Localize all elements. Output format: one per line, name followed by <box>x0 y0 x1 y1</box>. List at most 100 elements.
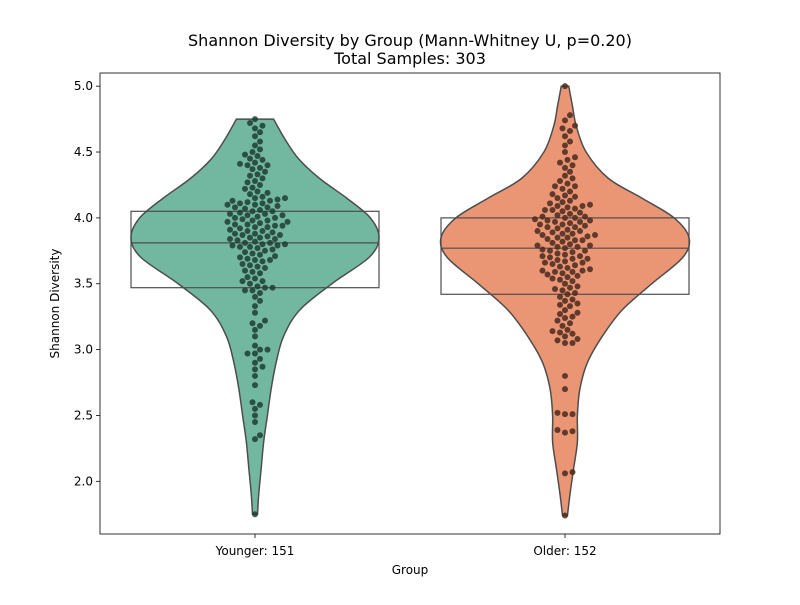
swarm-point <box>567 112 573 119</box>
swarm-point <box>227 210 233 217</box>
swarm-point <box>562 133 568 140</box>
swarm-point <box>572 289 578 296</box>
x-axis: Younger: 151 Older: 152 <box>215 534 597 558</box>
y-tick-label: 2.0 <box>74 474 93 488</box>
swarm-point <box>257 251 263 258</box>
swarm-point <box>562 83 568 90</box>
swarm-point <box>237 243 243 250</box>
swarm-point <box>562 149 568 156</box>
swarm-point <box>554 426 561 433</box>
swarm-point <box>242 205 248 212</box>
swarm-point <box>242 287 248 294</box>
swarm-point <box>579 237 586 244</box>
swarm-point <box>282 241 288 248</box>
swarm-point <box>249 268 256 275</box>
swarm-point <box>257 297 263 304</box>
swarm-point <box>562 411 568 418</box>
swarm-point <box>572 193 578 200</box>
swarm-point <box>237 200 243 207</box>
swarm-point <box>562 251 568 258</box>
swarm-point <box>554 337 561 344</box>
swarm-point <box>569 428 576 435</box>
swarm-point <box>272 214 278 221</box>
swarm-point <box>249 166 256 173</box>
y-axis: 2.0 2.5 3.0 3.5 4.0 4.5 5.0 <box>74 79 100 488</box>
swarm-point <box>247 262 253 269</box>
swarm-point <box>554 234 561 241</box>
swarm-point <box>272 222 278 229</box>
swarm-point <box>542 259 548 266</box>
swarm-point <box>569 340 576 347</box>
swarm-point <box>239 216 246 223</box>
swarm-point <box>257 220 263 227</box>
y-tick-label: 2.5 <box>74 408 93 422</box>
swarm-point <box>252 303 258 310</box>
swarm-point <box>247 280 253 287</box>
swarm-point <box>552 183 558 190</box>
swarm-point <box>224 201 231 208</box>
swarm-point <box>254 171 261 178</box>
swarm-point <box>544 271 551 278</box>
swarm-point <box>234 237 241 244</box>
swarm-point <box>264 346 271 353</box>
swarm-point <box>584 255 591 262</box>
swarm-point <box>574 300 581 307</box>
swarm-point <box>569 230 576 237</box>
swarm-point <box>574 336 581 343</box>
x-axis-label: Group <box>392 563 429 577</box>
swarm-point <box>252 133 258 140</box>
swarm-point <box>572 183 578 190</box>
swarm-point <box>587 242 593 249</box>
swarm-point <box>582 222 588 229</box>
swarm-point <box>232 221 238 228</box>
swarm-point <box>264 233 271 240</box>
swarm-point <box>564 326 571 333</box>
swarm-point <box>267 239 273 246</box>
plot-area <box>130 83 691 519</box>
swarm-point <box>567 220 573 227</box>
swarm-point <box>254 188 261 195</box>
swarm-point <box>559 238 566 245</box>
swarm-point <box>249 399 256 406</box>
swarm-point <box>559 230 566 237</box>
swarm-point <box>549 206 556 213</box>
swarm-point <box>552 268 558 275</box>
swarm-point <box>562 280 568 287</box>
swarm-point <box>264 162 271 169</box>
swarm-point <box>247 155 253 162</box>
swarm-point <box>237 225 243 232</box>
swarm-point <box>577 209 583 216</box>
swarm-point <box>259 122 266 129</box>
swarm-point <box>567 210 573 217</box>
swarm-point <box>574 272 581 279</box>
swarm-point <box>562 333 568 340</box>
swarm-point <box>274 196 281 203</box>
swarm-point <box>252 412 258 419</box>
swarm-point <box>549 275 556 282</box>
swarm-point <box>569 411 576 418</box>
swarm-point <box>564 156 571 163</box>
swarm-point <box>572 214 578 221</box>
swarm-point <box>252 350 258 357</box>
swarm-point <box>264 224 271 231</box>
swarm-point <box>564 226 571 233</box>
swarm-point <box>584 233 591 240</box>
swarm-point <box>562 314 568 321</box>
swarm-point <box>252 333 258 340</box>
swarm-point <box>244 179 251 186</box>
swarm-point <box>257 432 263 439</box>
swarm-point <box>549 260 556 267</box>
swarm-point <box>229 197 236 204</box>
swarm-point <box>259 241 266 248</box>
swarm-point <box>539 246 546 253</box>
swarm-point <box>257 164 263 171</box>
swarm-point <box>562 512 568 519</box>
swarm-point <box>259 278 266 285</box>
swarm-point <box>554 225 561 232</box>
swarm-point <box>539 232 546 239</box>
swarm-point <box>257 129 263 136</box>
swarm-point <box>562 172 568 179</box>
y-tick-label: 5.0 <box>74 79 93 93</box>
swarm-point <box>252 116 258 123</box>
swarm-point <box>264 204 271 211</box>
